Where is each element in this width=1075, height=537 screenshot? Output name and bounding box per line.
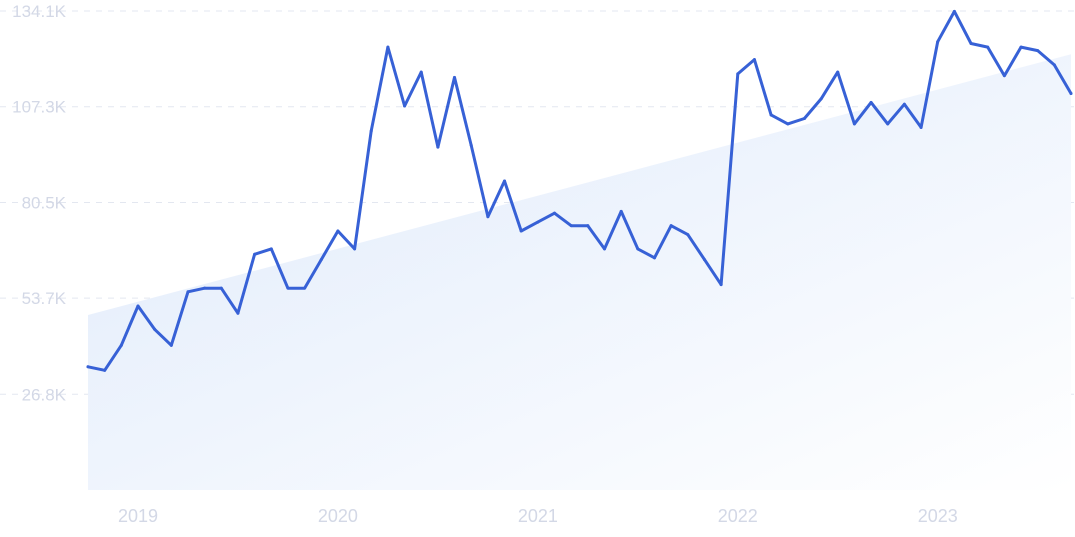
data-point (319, 258, 323, 262)
data-point (769, 113, 773, 117)
data-point (486, 215, 490, 219)
data-point (819, 97, 823, 101)
x-tick-label: 2021 (518, 506, 558, 526)
data-point (186, 290, 190, 294)
data-point (219, 286, 223, 290)
x-tick-label: 2023 (918, 506, 958, 526)
data-point (736, 72, 740, 76)
data-point (802, 117, 806, 121)
data-point (569, 224, 573, 228)
data-point (852, 122, 856, 126)
data-point (836, 70, 840, 74)
data-point (619, 209, 623, 213)
data-point (902, 102, 906, 106)
data-point (503, 179, 507, 183)
data-point (403, 104, 407, 108)
data-point (686, 233, 690, 237)
data-point (1002, 74, 1006, 78)
y-tick-label: 80.5K (22, 193, 67, 212)
data-point (369, 129, 373, 133)
data-point (153, 327, 157, 331)
data-point (952, 9, 956, 13)
data-point (669, 224, 673, 228)
data-point (253, 252, 257, 256)
data-point (519, 229, 523, 233)
data-point (119, 343, 123, 347)
data-point (436, 145, 440, 149)
data-point (886, 122, 890, 126)
data-point (419, 70, 423, 74)
data-point (553, 211, 557, 215)
data-point (136, 304, 140, 308)
trend-area (88, 54, 1071, 490)
data-point (236, 311, 240, 315)
data-point (269, 247, 273, 251)
data-point (786, 122, 790, 126)
data-point (336, 229, 340, 233)
data-point (1036, 49, 1040, 53)
y-tick-label: 26.8K (22, 385, 67, 404)
data-point (169, 343, 173, 347)
data-point (869, 100, 873, 104)
data-point (386, 45, 390, 49)
y-tick-label: 107.3K (12, 98, 67, 117)
data-point (936, 40, 940, 44)
y-tick-label: 134.1K (12, 2, 67, 21)
data-point (702, 258, 706, 262)
y-tick-label: 53.7K (22, 289, 67, 308)
data-point (969, 42, 973, 46)
data-point (719, 283, 723, 287)
data-point (469, 143, 473, 147)
data-point (636, 247, 640, 251)
data-point (919, 125, 923, 129)
data-point (303, 286, 307, 290)
data-point (586, 224, 590, 228)
data-point (453, 75, 457, 79)
data-point (536, 220, 540, 224)
data-point (986, 45, 990, 49)
data-point (652, 256, 656, 260)
data-point (103, 368, 107, 372)
data-point (752, 58, 756, 62)
data-point (203, 286, 207, 290)
x-tick-label: 2019 (118, 506, 158, 526)
data-point (86, 365, 90, 369)
data-point (1019, 45, 1023, 49)
data-point (353, 247, 357, 251)
series-line (86, 9, 1073, 372)
x-tick-label: 2022 (718, 506, 758, 526)
data-point (1052, 63, 1056, 67)
x-tick-label: 2020 (318, 506, 358, 526)
data-point (1069, 92, 1073, 96)
data-point (602, 247, 606, 251)
data-point (286, 286, 290, 290)
